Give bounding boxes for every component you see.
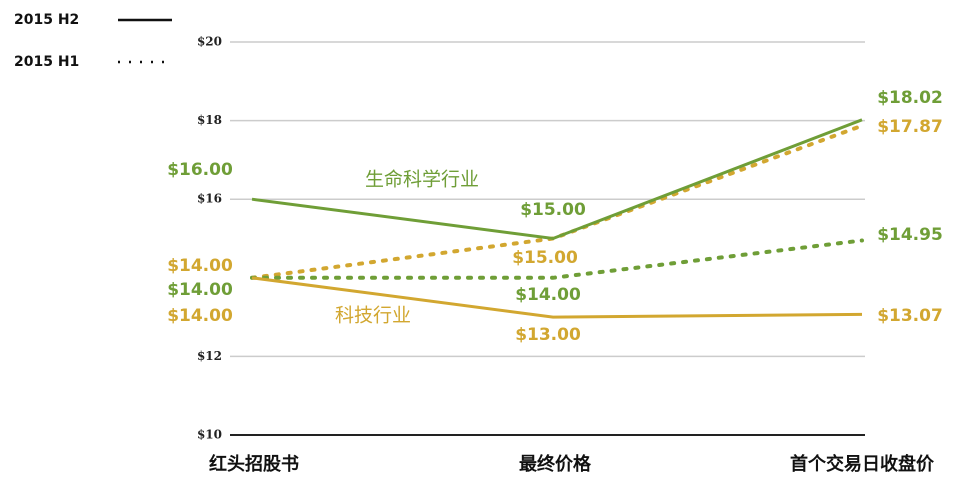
data-label: $15.00 — [512, 248, 578, 268]
legend-label: 2015 H1 — [14, 54, 79, 70]
data-label: $15.00 — [520, 200, 586, 220]
data-label: $13.00 — [515, 325, 581, 345]
series-line — [251, 276, 863, 319]
y-tick-label: $10 — [197, 428, 222, 442]
series-line — [251, 118, 863, 241]
y-tick-label: $12 — [197, 349, 222, 363]
x-tick-label: 最终价格 — [519, 453, 592, 475]
data-label: $17.87 — [877, 117, 943, 137]
y-tick-label: $20 — [197, 35, 222, 49]
annotation: 生命科学行业 — [365, 169, 479, 191]
x-tick-label: 红头招股书 — [209, 453, 299, 475]
series-line — [250, 238, 864, 280]
y-tick-label: $16 — [197, 192, 222, 206]
legend-label: 2015 H2 — [14, 12, 79, 28]
annotation: 科技行业 — [335, 305, 411, 327]
y-tick-label: $18 — [197, 113, 222, 127]
data-label: $18.02 — [877, 88, 943, 108]
data-label: $14.95 — [877, 225, 943, 245]
data-label: $16.00 — [167, 160, 233, 180]
data-label: $14.00 — [167, 306, 233, 326]
x-tick-label: 首个交易日收盘价 — [790, 453, 935, 475]
data-label: $14.00 — [167, 256, 233, 276]
data-label: $14.00 — [515, 285, 581, 305]
data-label: $14.00 — [167, 280, 233, 300]
data-label: $13.07 — [877, 306, 943, 326]
